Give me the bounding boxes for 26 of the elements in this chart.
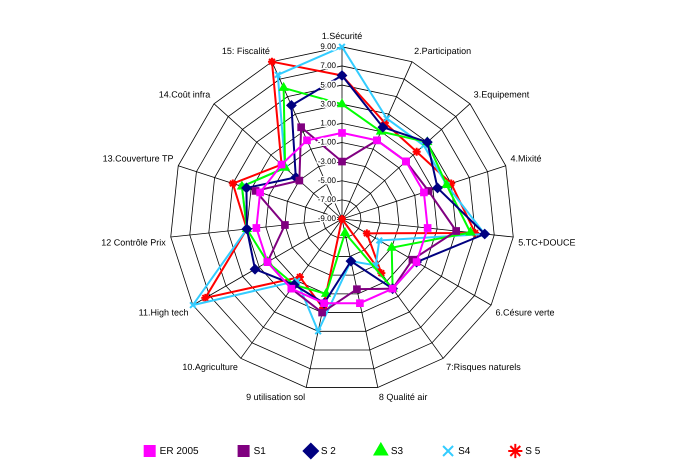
- spoke-label: 1.Sécurité: [322, 30, 362, 41]
- spoke-label: 6.Césure verte: [495, 307, 554, 318]
- spoke-label: 5.TC+DOUCE: [518, 237, 576, 248]
- spoke-label: 13.Couverture TP: [102, 153, 174, 164]
- spoke-label: 9 utilisation sol: [246, 392, 306, 402]
- y-tick-label: 3.00: [320, 99, 337, 108]
- legend-label: S1: [254, 446, 266, 457]
- legend-label: S4: [458, 446, 471, 457]
- spoke-label: 12 Contrôle Prix: [101, 237, 166, 248]
- y-tick-label: -3.00: [318, 156, 337, 166]
- legend-label: S 5: [525, 446, 541, 457]
- y-tick-label: 9.00: [320, 42, 337, 52]
- spoke-label: 15: Fiscalité: [222, 46, 270, 56]
- spoke-label: 10.Agriculture: [182, 362, 238, 372]
- y-tick-label: 7.00: [320, 61, 337, 70]
- legend-label: ER 2005: [160, 446, 200, 457]
- spoke-label: 3.Equipement: [474, 90, 530, 100]
- y-tick-label: 1.00: [320, 118, 337, 128]
- legend-label: S 2: [320, 446, 336, 457]
- spoke-label: 4.Mixité: [510, 153, 542, 164]
- spoke-label: 2.Participation: [414, 46, 472, 56]
- spoke-label: 7:Risques naturels: [446, 362, 522, 372]
- spoke-label: 14.Coût infra: [158, 90, 210, 100]
- spoke-label: 11.High tech: [138, 307, 189, 318]
- spoke-label: 8 Qualité air: [378, 392, 428, 402]
- legend-label: S3: [390, 446, 404, 457]
